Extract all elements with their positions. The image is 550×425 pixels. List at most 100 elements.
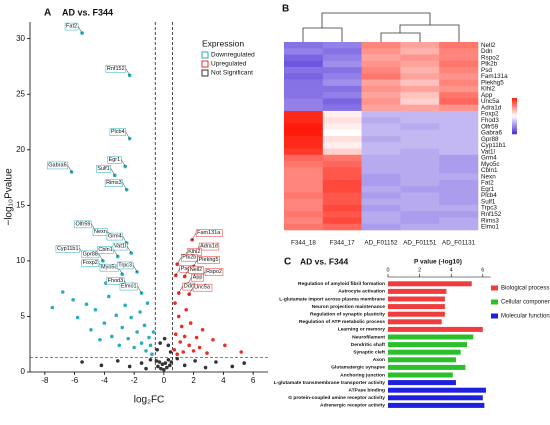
gene-label: Sulf1 bbox=[97, 166, 110, 172]
heatmap-cell bbox=[322, 54, 362, 62]
gene-label: Elmo1 bbox=[121, 284, 137, 290]
heatmap-cell bbox=[322, 67, 362, 74]
heatmap-cell bbox=[400, 161, 440, 168]
point bbox=[75, 315, 80, 320]
heatmap-cell bbox=[284, 161, 324, 168]
heatmap-cell bbox=[284, 73, 324, 80]
panel-label: C bbox=[284, 257, 291, 268]
gene-label-box bbox=[74, 220, 92, 229]
point bbox=[205, 351, 209, 355]
heatmap-cell bbox=[322, 60, 362, 68]
x-tick-label: -4 bbox=[101, 376, 109, 385]
heatmap-cell bbox=[439, 123, 479, 131]
y-tick-label: 30 bbox=[16, 34, 25, 43]
gene-label: Nell2 bbox=[190, 267, 203, 273]
row-label: Rspo2 bbox=[481, 54, 500, 61]
row-label: Trpc3 bbox=[481, 205, 497, 212]
category-label: ATPase binding bbox=[348, 387, 385, 393]
point bbox=[187, 343, 191, 348]
bar bbox=[388, 372, 453, 378]
gene-label: Plekhg5 bbox=[199, 257, 219, 263]
point bbox=[148, 357, 153, 362]
point bbox=[214, 360, 218, 364]
heatmap-cell bbox=[439, 110, 479, 118]
point bbox=[71, 297, 75, 302]
point bbox=[50, 305, 55, 310]
heatmap-cell bbox=[400, 192, 440, 199]
heatmap-cell bbox=[322, 104, 362, 112]
gene-label: Rnf152 bbox=[107, 66, 125, 72]
gene-label-box bbox=[188, 266, 204, 274]
heatmap-cell bbox=[361, 79, 401, 87]
point bbox=[84, 302, 89, 307]
heatmap-cell bbox=[439, 42, 479, 49]
bar bbox=[388, 380, 456, 386]
colorbar-step bbox=[512, 108, 517, 111]
category-label: Regulation of ATP metabolic process bbox=[299, 319, 385, 325]
row-label: Gpr88 bbox=[481, 136, 499, 143]
column-label: AD_F01131 bbox=[442, 240, 476, 247]
column-label: F344_18 bbox=[291, 240, 316, 247]
row-label: Ptk2b bbox=[481, 61, 498, 68]
point bbox=[173, 273, 178, 278]
heatmap-cell bbox=[322, 85, 362, 93]
colorbar-step bbox=[512, 117, 517, 120]
gene-label: Rspo2 bbox=[206, 269, 222, 275]
column-label: F344_17 bbox=[330, 240, 355, 247]
heatmap-cell bbox=[439, 154, 479, 162]
heatmap-cell bbox=[322, 173, 362, 181]
heatmap-cell bbox=[400, 98, 440, 105]
bar bbox=[388, 387, 486, 393]
category-label: L-glutamate import across plasma membran… bbox=[279, 296, 385, 302]
point bbox=[160, 362, 165, 367]
dendrogram-branch bbox=[399, 24, 460, 42]
gene-label: Egr1 bbox=[109, 157, 121, 163]
label-leader bbox=[193, 259, 198, 267]
bar bbox=[388, 402, 485, 408]
point bbox=[135, 330, 139, 334]
legend-label: Upregulated bbox=[211, 61, 247, 68]
bar bbox=[388, 281, 472, 287]
colorbar-step bbox=[512, 128, 517, 130]
heatmap-cell bbox=[322, 92, 362, 99]
heatmap-cell bbox=[361, 48, 401, 55]
legend-swatch bbox=[491, 285, 498, 291]
category-label: Axon bbox=[373, 357, 385, 363]
row-label: Klhl2 bbox=[481, 86, 495, 93]
dendrogram-branch bbox=[302, 27, 343, 42]
row-label: Cyp11b1 bbox=[481, 142, 506, 149]
point bbox=[193, 359, 197, 363]
legend-label: Biological process bbox=[501, 286, 549, 292]
heatmap-cell bbox=[284, 167, 324, 174]
point bbox=[156, 364, 160, 369]
point bbox=[176, 314, 181, 319]
x-tick-label: -6 bbox=[71, 376, 79, 385]
colorbar-step bbox=[512, 131, 517, 133]
heatmap-cell bbox=[439, 92, 479, 99]
heatmap-cell bbox=[400, 104, 440, 112]
gene-label-box bbox=[181, 253, 198, 262]
gene-label-box bbox=[119, 282, 138, 291]
point bbox=[239, 350, 244, 354]
category-label: Regulation of amyloid fibril formation bbox=[298, 281, 385, 287]
point bbox=[117, 343, 122, 348]
heatmap-cell bbox=[361, 98, 401, 105]
heatmap-cell bbox=[361, 148, 401, 156]
panel-label: A bbox=[44, 8, 51, 19]
point bbox=[150, 352, 154, 357]
point bbox=[155, 347, 159, 352]
label-leader bbox=[113, 249, 118, 257]
gene-label: App bbox=[193, 275, 203, 281]
point bbox=[107, 294, 111, 299]
gene-label-box bbox=[192, 283, 213, 292]
heatmap-cell bbox=[284, 198, 324, 206]
point bbox=[148, 343, 153, 348]
heatmap-cell bbox=[439, 98, 479, 105]
point bbox=[175, 356, 180, 361]
heatmap-cell bbox=[361, 67, 401, 74]
heatmap-cell bbox=[322, 186, 362, 193]
point bbox=[80, 360, 84, 364]
bar bbox=[388, 288, 447, 294]
heatmap-cell bbox=[361, 123, 401, 131]
point bbox=[139, 361, 144, 365]
